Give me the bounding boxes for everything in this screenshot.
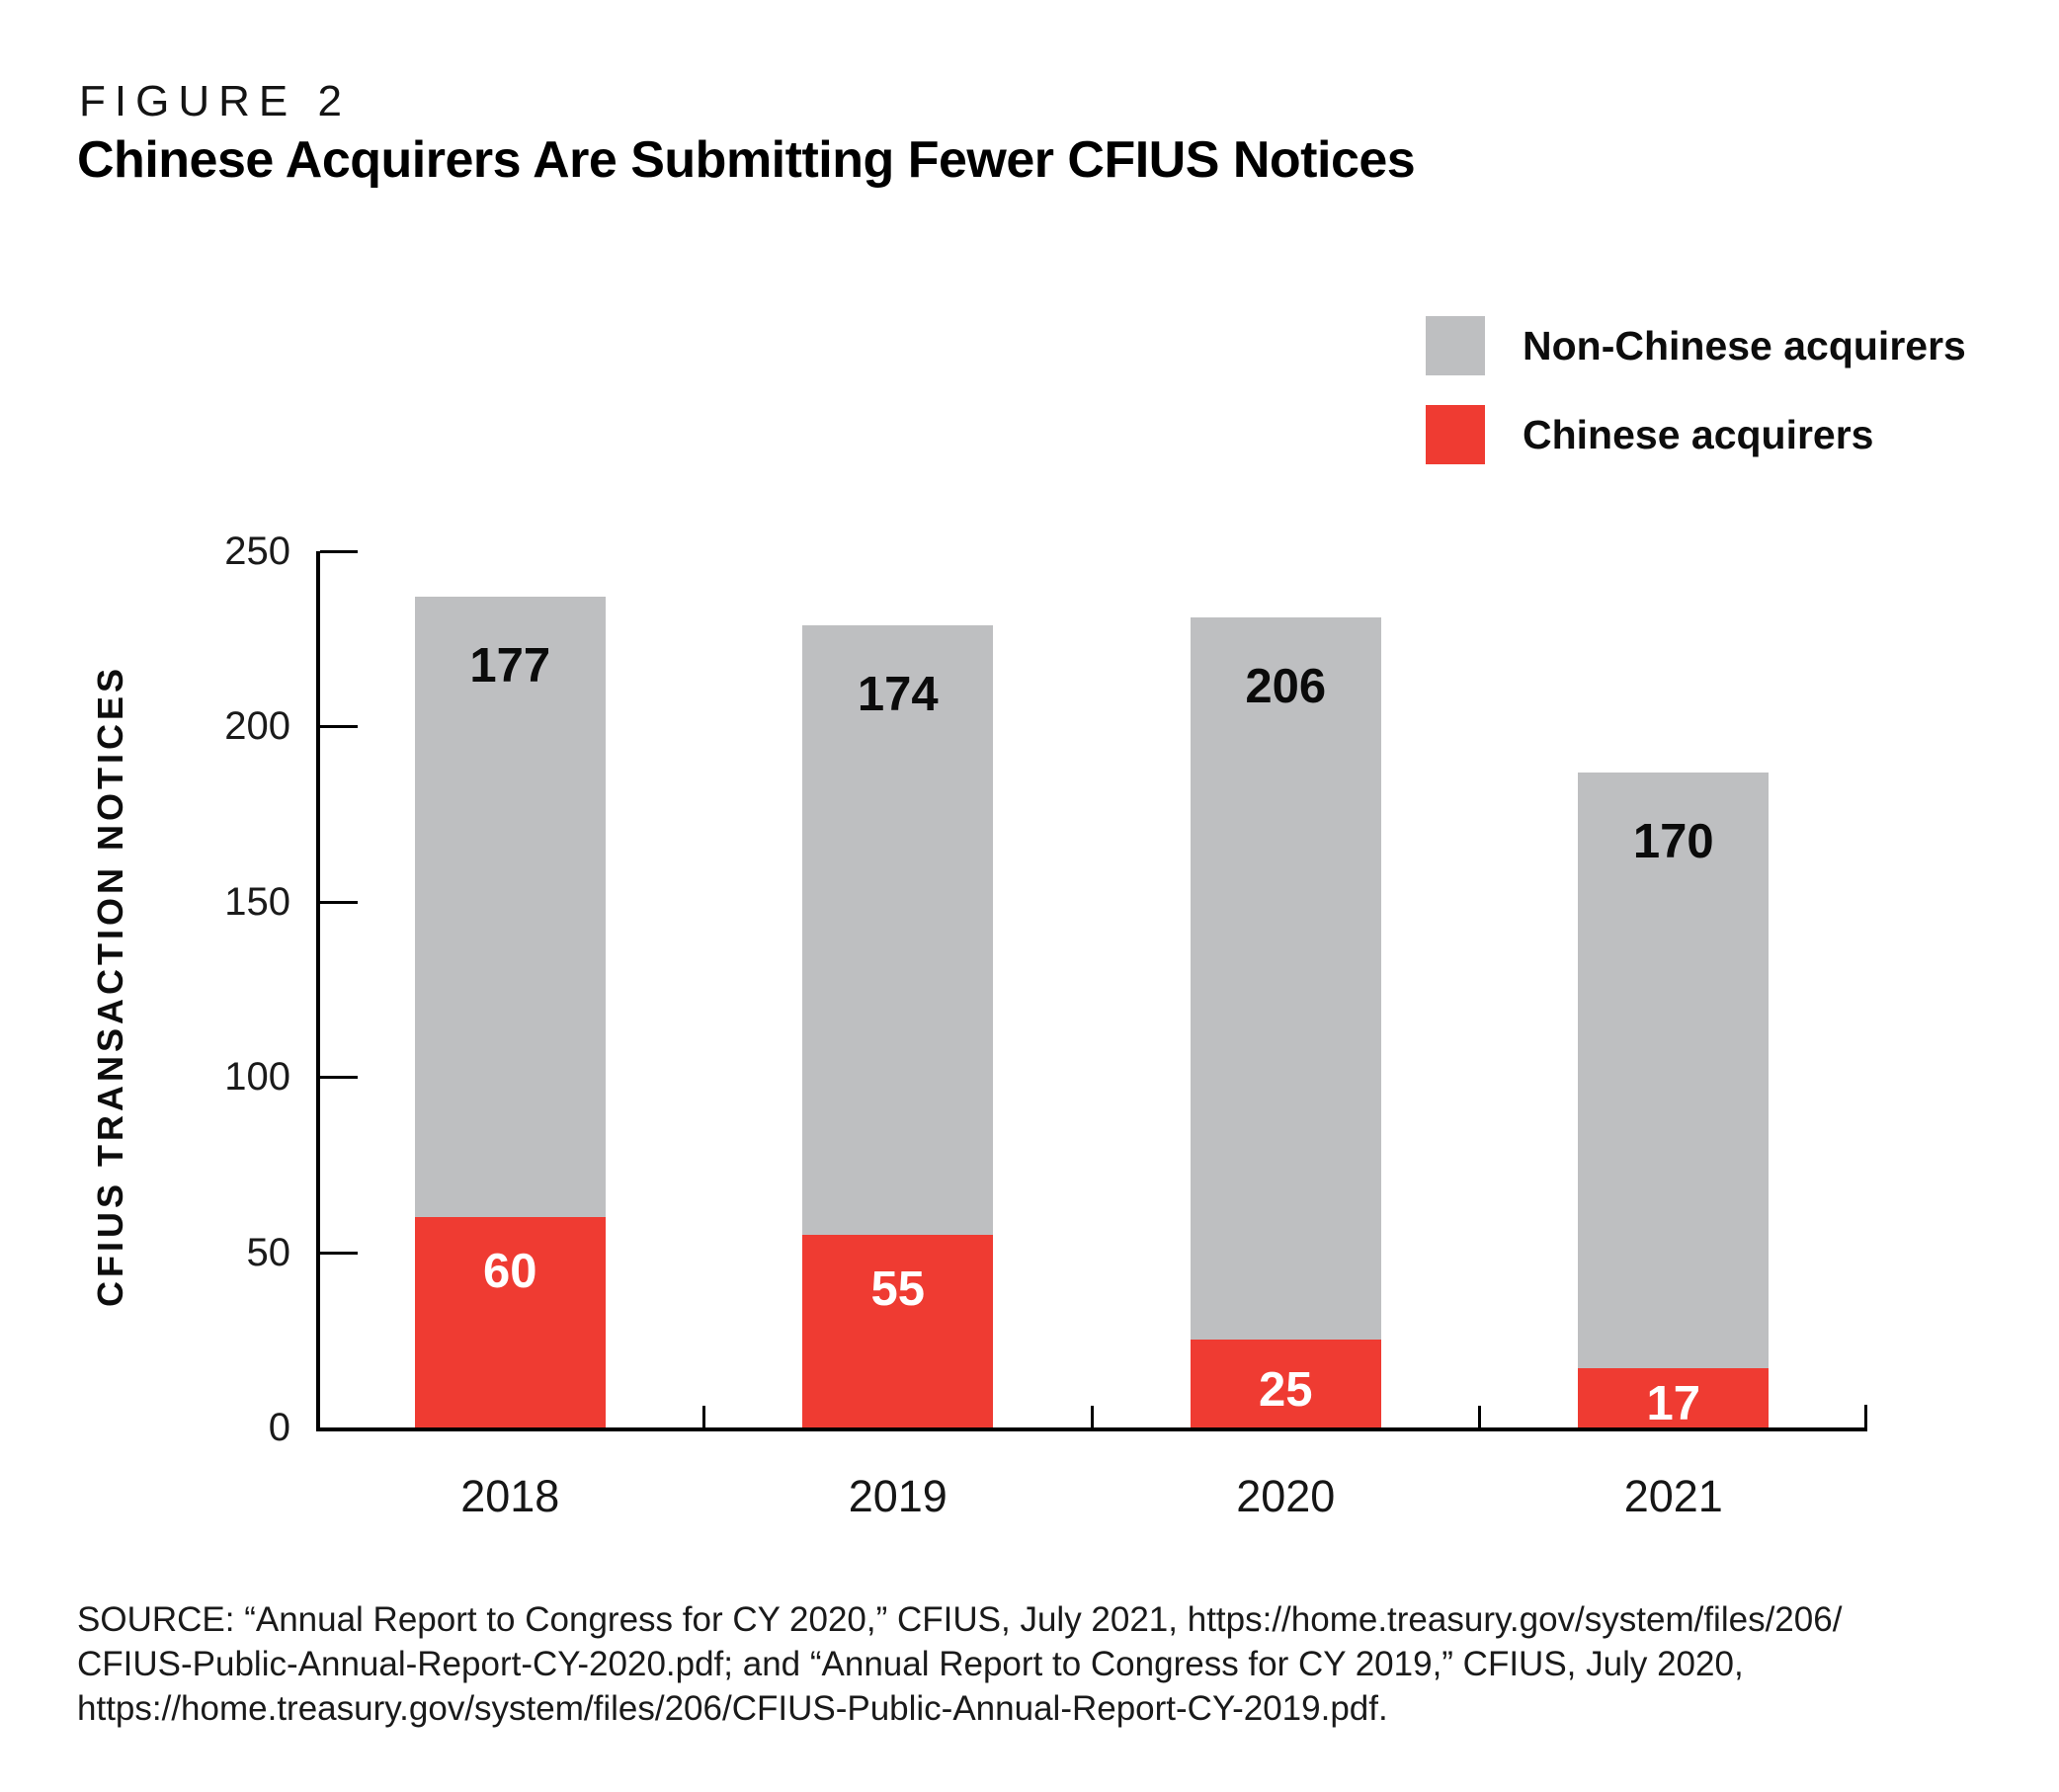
x-axis-end-tick (1864, 1405, 1867, 1427)
y-tick-label: 0 (268, 1406, 290, 1449)
legend: Non-Chinese acquirers Chinese acquirers (1426, 316, 1966, 494)
y-axis-title: CFIUS TRANSACTION NOTICES (90, 664, 130, 1308)
x-category-label: 2021 (1623, 1471, 1723, 1521)
bar-segment-non-chinese (1578, 772, 1770, 1368)
y-tick-label: 250 (224, 529, 290, 573)
y-axis-line (316, 551, 320, 1431)
x-tick (702, 1406, 705, 1427)
y-tick (320, 550, 358, 553)
bar-value-label-chinese: 55 (870, 1262, 925, 1316)
bar-segment-non-chinese (1190, 617, 1381, 1341)
bar-segment-chinese (414, 1217, 606, 1427)
source-note: SOURCE: “Annual Report to Congress for C… (77, 1597, 1842, 1731)
legend-swatch-non-chinese (1426, 316, 1485, 375)
bar-value-label-chinese: 25 (1258, 1362, 1313, 1417)
bar-value-label-chinese: 17 (1646, 1376, 1700, 1430)
legend-label-non-chinese: Non-Chinese acquirers (1523, 322, 1966, 368)
y-tick (320, 725, 358, 729)
legend-item-non-chinese: Non-Chinese acquirers (1426, 316, 1966, 375)
legend-swatch-chinese (1426, 405, 1485, 464)
y-tick (320, 900, 358, 904)
y-tick (320, 1076, 358, 1080)
x-category-label: 2020 (1236, 1471, 1336, 1521)
figure-title: Chinese Acquirers Are Submitting Fewer C… (77, 131, 1416, 189)
x-axis-line (316, 1427, 1867, 1431)
bar-value-label-non-chinese: 170 (1632, 814, 1714, 868)
x-tick (1478, 1406, 1481, 1427)
bar-segment-non-chinese (802, 624, 994, 1235)
y-tick-label: 200 (224, 704, 290, 749)
bar-segment-non-chinese (414, 597, 606, 1218)
legend-label-chinese: Chinese acquirers (1523, 411, 1874, 457)
bar-segment-chinese (1190, 1340, 1381, 1427)
source-line: SOURCE: “Annual Report to Congress for C… (77, 1600, 1843, 1639)
y-tick (320, 1251, 358, 1255)
bar-value-label-chinese: 60 (482, 1245, 537, 1299)
source-line: https://home.treasury.gov/system/files/2… (77, 1689, 1388, 1728)
y-tick-label: 150 (224, 879, 290, 924)
source-line: CFIUS-Public-Annual-Report-CY-2020.pdf; … (77, 1645, 1744, 1683)
y-tick-label: 100 (224, 1055, 290, 1100)
bar-segment-chinese (1578, 1367, 1770, 1427)
x-tick (1090, 1406, 1094, 1427)
y-tick-label: 50 (246, 1230, 291, 1274)
bar-value-label-non-chinese: 177 (469, 639, 551, 693)
bar-value-label-non-chinese: 174 (857, 667, 939, 721)
x-category-label: 2018 (460, 1471, 560, 1521)
x-category-label: 2019 (848, 1471, 947, 1521)
figure-number-label: FIGURE 2 (79, 77, 351, 125)
bar-segment-chinese (802, 1234, 994, 1427)
bar-value-label-non-chinese: 206 (1245, 660, 1327, 714)
legend-item-chinese: Chinese acquirers (1426, 405, 1966, 464)
